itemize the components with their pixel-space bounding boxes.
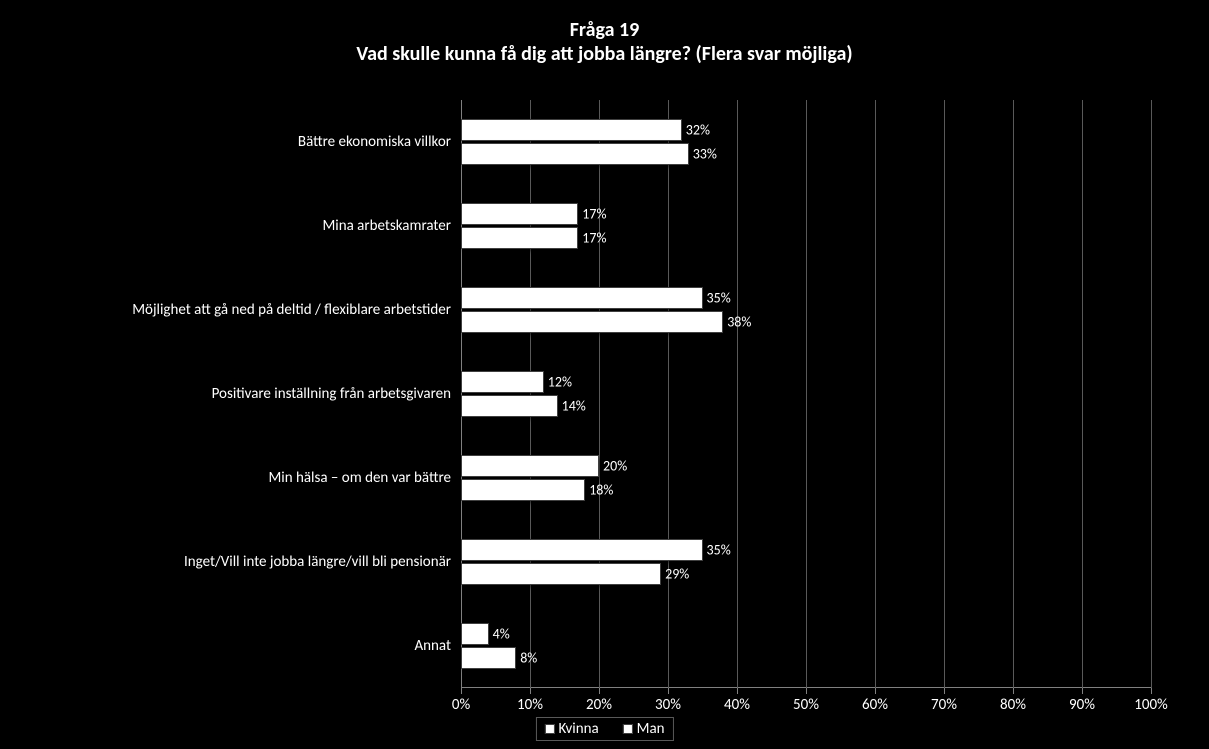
bar-kvinna (461, 371, 544, 393)
legend: Kvinna Man (535, 717, 673, 741)
bar-kvinna (461, 287, 703, 309)
x-tick-label: 30% (655, 696, 681, 714)
chart-title-line1: Fråga 19 (0, 18, 1209, 42)
bar-value-label: 38% (727, 313, 751, 330)
gridline (1151, 100, 1152, 688)
bar-kvinna (461, 539, 703, 561)
bar-value-label: 14% (562, 397, 586, 414)
x-tick (737, 688, 738, 694)
x-tick-label: 80% (1000, 696, 1026, 714)
x-tick (1151, 688, 1152, 694)
bar-value-label: 17% (582, 229, 606, 246)
category-label: Inget/Vill inte jobba längre/vill bli pe… (184, 553, 451, 571)
x-tick (599, 688, 600, 694)
bar-value-label: 8% (520, 649, 537, 666)
bar-value-label: 35% (707, 290, 731, 307)
gridline (1082, 100, 1083, 688)
bar-kvinna (461, 623, 489, 645)
bar-man (461, 563, 661, 585)
bar-value-label: 35% (707, 542, 731, 559)
x-tick (668, 688, 669, 694)
gridline (875, 100, 876, 688)
x-tick (875, 688, 876, 694)
x-tick-label: 0% (452, 696, 470, 714)
category-label: Annat (414, 637, 451, 655)
chart-container: Fråga 19 Vad skulle kunna få dig att job… (0, 0, 1209, 749)
x-tick (944, 688, 945, 694)
category-label: Min hälsa – om den var bättre (268, 469, 451, 487)
bar-kvinna (461, 455, 599, 477)
category-label: Positivare inställning från arbetsgivare… (212, 385, 451, 403)
bar-value-label: 18% (589, 481, 613, 498)
x-tick (461, 688, 462, 694)
legend-swatch-man (623, 724, 633, 734)
chart-title: Fråga 19 Vad skulle kunna få dig att job… (0, 18, 1209, 66)
x-tick (1013, 688, 1014, 694)
x-tick (1082, 688, 1083, 694)
bar-value-label: 20% (603, 458, 627, 475)
x-tick (806, 688, 807, 694)
x-tick-label: 60% (862, 696, 888, 714)
bar-value-label: 29% (665, 565, 689, 582)
legend-label-man: Man (637, 720, 665, 738)
bar-value-label: 33% (693, 145, 717, 162)
bar-man (461, 647, 516, 669)
legend-item-kvinna: Kvinna (544, 720, 598, 738)
bar-man (461, 227, 578, 249)
bar-kvinna (461, 119, 682, 141)
chart-title-line2: Vad skulle kunna få dig att jobba längre… (0, 42, 1209, 66)
category-label: Bättre ekonomiska villkor (298, 133, 451, 151)
bar-kvinna (461, 203, 578, 225)
category-label: Möjlighet att gå ned på deltid / flexibl… (132, 301, 451, 319)
bar-value-label: 17% (582, 206, 606, 223)
x-tick (530, 688, 531, 694)
bar-man (461, 395, 558, 417)
bar-value-label: 32% (686, 122, 710, 139)
legend-swatch-kvinna (544, 724, 554, 734)
x-tick-label: 10% (517, 696, 543, 714)
gridline (806, 100, 807, 688)
bar-value-label: 4% (493, 626, 510, 643)
gridline (1013, 100, 1014, 688)
bar-man (461, 479, 585, 501)
category-label: Mina arbetskamrater (322, 217, 451, 235)
bar-man (461, 311, 723, 333)
bar-value-label: 12% (548, 374, 572, 391)
x-tick-label: 100% (1134, 696, 1168, 714)
gridline (944, 100, 945, 688)
x-tick-label: 50% (793, 696, 819, 714)
plot-area: 0%10%20%30%40%50%60%70%80%90%100%32%33%1… (461, 100, 1151, 688)
gridline (599, 100, 600, 688)
legend-item-man: Man (623, 720, 665, 738)
gridline (737, 100, 738, 688)
legend-label-kvinna: Kvinna (558, 720, 598, 738)
gridline (668, 100, 669, 688)
x-tick-label: 20% (586, 696, 612, 714)
x-tick-label: 90% (1069, 696, 1095, 714)
x-tick-label: 40% (724, 696, 750, 714)
x-tick-label: 70% (931, 696, 957, 714)
bar-man (461, 143, 689, 165)
